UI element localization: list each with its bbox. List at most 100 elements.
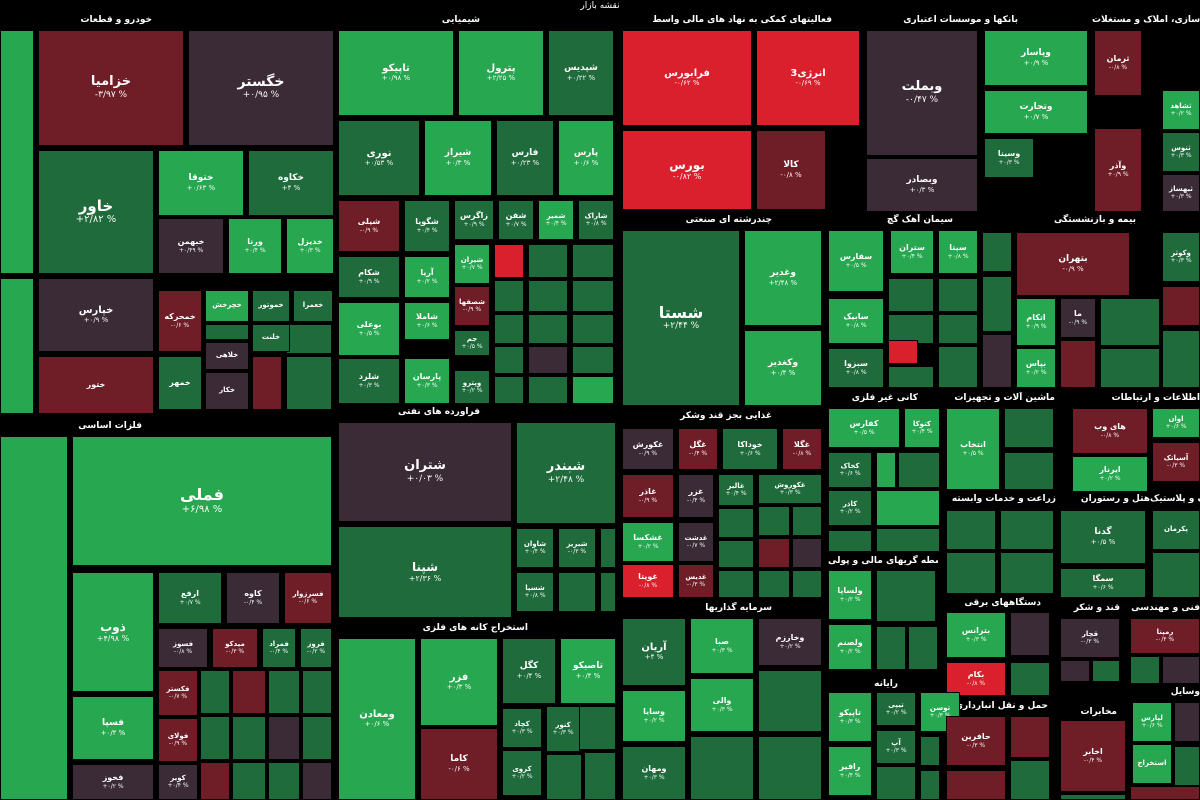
stock-tile[interactable]: گدنا +۰/۵ % — [1060, 510, 1146, 564]
stock-tile[interactable]: کاذر +۰/۲ % — [828, 490, 872, 526]
stock-tile[interactable]: سمگا +۰/۶ % — [1060, 568, 1146, 598]
stock-tile[interactable]: تیپی +۰/۲ % — [876, 692, 916, 726]
stock-tile[interactable]: غدشت -۰/۷ % — [678, 522, 714, 562]
stock-tile[interactable]: تاپیکو +۰/۹۸ % — [338, 30, 454, 116]
stock-tile[interactable]: آپ +۰/۳ % — [876, 730, 916, 764]
stock-tile[interactable]: خمهر — [158, 356, 202, 410]
stock-tile[interactable]: ارفع +۰/۷ % — [158, 572, 222, 624]
stock-tile[interactable]: خزامیا -۳/۹۷ % — [38, 30, 184, 146]
stock-tile[interactable]: کویر +۰/۴ % — [158, 764, 198, 800]
stock-tile[interactable]: ستران +۰/۴ % — [890, 230, 934, 274]
stock-tile[interactable]: شتران +۰/۰۳ % — [338, 422, 512, 522]
stock-tile[interactable]: لپارس +۰/۶ % — [1132, 702, 1172, 742]
stock-tile[interactable]: بوعلی +۰/۵ % — [338, 302, 400, 356]
stock-tile[interactable]: خگستر +۰/۹۵ % — [188, 30, 334, 146]
stock-tile[interactable]: شبریز -۰/۳ % — [558, 528, 596, 568]
stock-tile[interactable]: فملی +۶/۹۸ % — [72, 436, 332, 566]
stock-tile[interactable]: پارس +۰/۶ % — [558, 120, 614, 196]
stock-tile[interactable]: کفارس +۰/۵ % — [828, 408, 900, 448]
stock-tile[interactable]: کروی +۰/۲ % — [502, 750, 542, 796]
stock-tile[interactable]: جم +۰/۵ % — [454, 330, 490, 356]
stock-tile[interactable]: پترول +۲/۲۵ % — [458, 30, 544, 116]
stock-tile[interactable]: میدکو -۰/۳ % — [212, 628, 258, 668]
stock-tile[interactable]: کخاک +۰/۶ % — [828, 452, 872, 488]
stock-tile[interactable]: شبندر +۲/۴۸ % — [516, 422, 616, 524]
stock-tile[interactable]: استخراج — [1132, 744, 1172, 784]
stock-tile[interactable]: شفن +۰/۷ % — [498, 200, 534, 240]
stock-tile[interactable]: انرژی3 -۰/۶۹ % — [756, 30, 860, 126]
stock-tile[interactable]: غزر -۰/۴ % — [678, 474, 714, 518]
stock-tile[interactable]: ختوقا +۰/۶۳ % — [158, 150, 244, 216]
stock-tile[interactable]: خدیزل +۰/۳ % — [286, 218, 334, 274]
stock-tile[interactable]: شیران +۰/۷ % — [454, 244, 490, 284]
stock-tile[interactable]: ومعادن +۰/۶ % — [338, 638, 416, 800]
stock-tile[interactable]: شسپا +۰/۸ % — [516, 572, 554, 612]
stock-tile[interactable]: کگل +۰/۴ % — [502, 638, 556, 704]
stock-tile[interactable]: ختور — [38, 356, 154, 414]
stock-tile[interactable]: قچار -۰/۳ % — [1060, 618, 1120, 658]
stock-tile[interactable]: ما -۰/۹ % — [1060, 298, 1096, 338]
stock-tile[interactable]: کاما -۰/۶ % — [420, 728, 498, 800]
stock-tile[interactable]: بکام -۰/۸ % — [946, 662, 1006, 696]
stock-tile[interactable]: ولساپا +۰/۲ % — [828, 570, 872, 620]
stock-tile[interactable]: بترانس +۰/۳ % — [946, 612, 1006, 658]
stock-tile[interactable]: وخارزم +۰/۲ % — [758, 618, 822, 666]
stock-tile[interactable]: غگلا -۰/۸ % — [782, 428, 822, 470]
stock-tile[interactable]: اخابر -۰/۴ % — [1060, 720, 1126, 792]
stock-tile[interactable]: سابیک +۰/۸ % — [828, 298, 884, 344]
stock-tile[interactable]: ثبهساز +۰/۳ % — [1162, 174, 1200, 212]
stock-tile[interactable]: شاوان +۰/۴ % — [516, 528, 554, 568]
stock-tile[interactable]: اتکام +۰/۹ % — [1016, 298, 1056, 346]
stock-tile[interactable]: سفارس +۰/۵ % — [828, 230, 884, 292]
stock-tile[interactable]: غکورش -۰/۹ % — [622, 428, 674, 470]
stock-tile[interactable]: وتجارت +۰/۷ % — [984, 90, 1088, 134]
stock-tile[interactable]: حافرین -۰/۳ % — [946, 716, 1006, 766]
stock-tile[interactable]: کالا -۰/۸ % — [756, 130, 826, 210]
stock-tile[interactable]: خمحرکه -۰/۶ % — [158, 290, 202, 352]
stock-tile[interactable]: وکغدیر +۰/۴ % — [744, 330, 822, 406]
stock-tile[interactable]: والی +۰/۳ % — [690, 678, 754, 732]
stock-tile[interactable]: ایرنار +۰/۲ % — [1072, 456, 1148, 492]
stock-tile[interactable]: فروز -۰/۲ % — [300, 628, 332, 668]
stock-tile[interactable]: صبا +۰/۳ % — [690, 618, 754, 674]
stock-tile[interactable]: خکار — [205, 372, 249, 410]
stock-tile[interactable]: بتهران -۰/۹ % — [1016, 232, 1130, 296]
stock-tile[interactable]: خعمرا — [293, 290, 333, 322]
stock-tile[interactable]: نوری +۰/۵۳ % — [338, 120, 420, 196]
stock-tile[interactable]: پارسان +۰/۳ % — [404, 358, 450, 404]
stock-tile[interactable]: شیراز +۰/۳ % — [424, 120, 492, 196]
stock-tile[interactable]: غالبر +۰/۴ % — [718, 474, 754, 506]
stock-tile[interactable]: وبملت -۰/۴۷ % — [866, 30, 978, 156]
stock-tile[interactable]: بپاس +۰/۲ % — [1016, 348, 1056, 388]
stock-tile[interactable]: فخوز +۰/۲ % — [72, 764, 154, 800]
stock-tile[interactable]: ورنا +۰/۴ % — [228, 218, 282, 274]
stock-tile[interactable]: رافیر +۰/۴ % — [828, 746, 872, 796]
stock-tile[interactable]: غویتا -۰/۸ % — [622, 564, 674, 598]
stock-tile[interactable]: فکستر -۰/۷ % — [158, 670, 198, 716]
stock-tile[interactable]: تاپیکو +۰/۳ % — [828, 692, 872, 742]
stock-tile[interactable]: خپارس +۰/۹ % — [38, 278, 154, 352]
stock-tile[interactable]: سیتا +۰/۸ % — [938, 230, 978, 274]
stock-tile[interactable]: فولای -۰/۹ % — [158, 718, 198, 762]
stock-tile[interactable]: وکوثر +۰/۳ % — [1162, 232, 1200, 282]
stock-tile[interactable]: ولصنم +۰/۲ % — [828, 624, 872, 670]
stock-tile[interactable]: ومهان +۰/۳ % — [622, 746, 686, 800]
stock-tile[interactable]: کچاد +۰/۳ % — [502, 708, 542, 748]
stock-tile[interactable]: خموتور — [252, 290, 290, 322]
stock-tile[interactable]: شستا +۲/۴۴ % — [622, 230, 740, 406]
stock-tile[interactable]: خلاهی — [205, 342, 249, 370]
stock-tile[interactable]: شپدیس +۰/۲۲ % — [548, 30, 614, 116]
stock-tile[interactable]: خبهمن +۰/۴۹ % — [158, 218, 224, 274]
stock-tile[interactable]: خلنت — [252, 324, 290, 352]
stock-tile[interactable]: فزر +۰/۳ % — [420, 638, 498, 726]
stock-tile[interactable]: شیلی -۰/۹ % — [338, 200, 400, 252]
stock-tile[interactable]: پکرمان — [1152, 510, 1200, 550]
stock-tile[interactable]: شلرد +۰/۳ % — [338, 358, 400, 404]
stock-tile[interactable]: کنور +۰/۳ % — [546, 706, 580, 752]
stock-tile[interactable]: رمپنا -۰/۴ % — [1130, 618, 1200, 654]
stock-tile[interactable]: آریان +۴ % — [622, 618, 686, 686]
stock-tile[interactable]: کتوکا +۰/۴ % — [904, 408, 940, 448]
stock-tile[interactable]: غگل -۰/۴ % — [678, 428, 718, 470]
stock-tile[interactable]: وپترو +۰/۲ % — [454, 370, 490, 404]
stock-tile[interactable]: سبزوا +۰/۸ % — [828, 348, 884, 388]
